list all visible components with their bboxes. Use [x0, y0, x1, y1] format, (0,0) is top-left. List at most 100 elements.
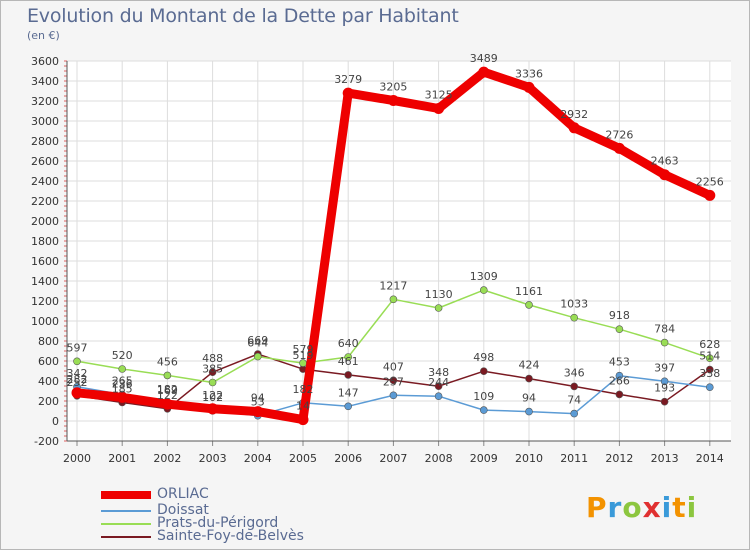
x-tick-label: 2008	[425, 452, 453, 465]
data-point	[434, 382, 443, 391]
data-point	[525, 374, 533, 383]
chart-title: Evolution du Montant de la Dette par Hab…	[27, 5, 459, 27]
data-label: 266	[609, 374, 630, 387]
data-point	[434, 304, 443, 312]
data-point	[207, 403, 219, 415]
data-label: 628	[699, 338, 720, 351]
data-label: 1130	[425, 288, 453, 301]
data-point	[523, 81, 535, 93]
y-tick-label: 1600	[31, 255, 59, 268]
legend-label: Prats-du-Périgord	[157, 515, 279, 531]
data-point	[252, 406, 264, 418]
data-point	[208, 368, 217, 377]
data-point	[387, 95, 399, 106]
data-label: 498	[473, 351, 494, 364]
y-tick-label: 400	[38, 375, 59, 388]
x-tick-label: 2013	[651, 452, 679, 465]
data-label: 2256	[696, 175, 724, 188]
data-label: 397	[654, 361, 675, 374]
y-tick-label: 3600	[31, 55, 59, 68]
data-label: 385	[202, 363, 223, 376]
data-point	[705, 354, 714, 363]
y-tick-label: 3000	[31, 115, 59, 128]
data-label: 252	[67, 376, 88, 389]
legend-swatch	[101, 536, 151, 538]
data-label: 102	[202, 391, 223, 404]
data-label: 14	[296, 400, 310, 413]
data-label: 94	[522, 392, 536, 405]
data-point	[389, 295, 398, 304]
legend-swatch	[101, 491, 151, 499]
data-point	[660, 377, 669, 386]
data-point	[479, 406, 488, 414]
legend-label: Doissat	[157, 502, 209, 518]
y-tick-label: -200	[34, 435, 59, 448]
logo-letter: P	[586, 491, 608, 524]
x-tick-label: 2006	[334, 452, 362, 465]
legend-label: ORLIAC	[157, 486, 209, 502]
data-label: 109	[473, 390, 494, 403]
data-point	[478, 66, 490, 78]
data-label: 193	[654, 382, 675, 395]
data-point	[525, 407, 533, 416]
data-point	[613, 142, 625, 154]
data-label: 94	[251, 392, 265, 405]
logo-letter: x	[642, 491, 662, 524]
data-label: 2932	[560, 108, 588, 121]
data-point	[344, 371, 353, 379]
y-tick-label: 0	[52, 415, 59, 428]
data-point	[568, 122, 580, 134]
data-label: 244	[428, 376, 449, 389]
logo-letter: t	[672, 491, 687, 524]
x-tick-label: 2004	[244, 452, 272, 465]
data-label: 169	[157, 384, 178, 397]
data-label: 1161	[515, 285, 543, 298]
data-label: 338	[699, 367, 720, 380]
y-tick-label: 1000	[31, 315, 59, 328]
data-point	[660, 397, 669, 406]
data-point	[705, 383, 714, 392]
data-point	[344, 353, 353, 361]
data-label: 3205	[379, 81, 407, 94]
y-tick-label: 3200	[31, 95, 59, 108]
legend-swatch	[101, 523, 151, 525]
data-point	[389, 391, 398, 400]
data-label: 1309	[470, 270, 498, 283]
data-point	[479, 367, 488, 376]
data-point	[570, 409, 579, 418]
x-tick-label: 2014	[696, 452, 724, 465]
x-tick-label: 2012	[605, 452, 633, 465]
data-point	[659, 169, 671, 181]
x-tick-label: 2005	[289, 452, 317, 465]
data-label: 3279	[334, 73, 362, 86]
data-label: 407	[383, 360, 404, 373]
data-point	[253, 352, 262, 361]
data-label: 1217	[379, 279, 407, 292]
data-point	[71, 387, 83, 399]
data-label: 182	[293, 383, 314, 396]
data-point	[73, 357, 81, 366]
y-tick-label: 1800	[31, 235, 59, 248]
data-label: 456	[157, 355, 178, 368]
x-tick-label: 2010	[515, 452, 543, 465]
data-label: 282	[67, 373, 88, 386]
data-label: 3125	[425, 89, 453, 102]
logo-letter: r	[607, 491, 623, 524]
data-label: 182	[157, 383, 178, 396]
data-point	[479, 286, 488, 294]
data-point	[615, 371, 624, 380]
data-point	[297, 414, 309, 426]
data-label: 348	[428, 366, 449, 379]
data-point	[570, 313, 579, 322]
x-tick-label: 2011	[560, 452, 588, 465]
x-tick-label: 2000	[63, 452, 91, 465]
data-label: 453	[609, 356, 630, 369]
data-label: 519	[293, 349, 314, 362]
data-label: 644	[247, 337, 268, 350]
logo-letter: o	[622, 491, 643, 524]
data-point	[434, 392, 443, 401]
y-tick-label: 2400	[31, 175, 59, 188]
data-label: 424	[519, 359, 540, 372]
data-label: 122	[202, 389, 223, 402]
